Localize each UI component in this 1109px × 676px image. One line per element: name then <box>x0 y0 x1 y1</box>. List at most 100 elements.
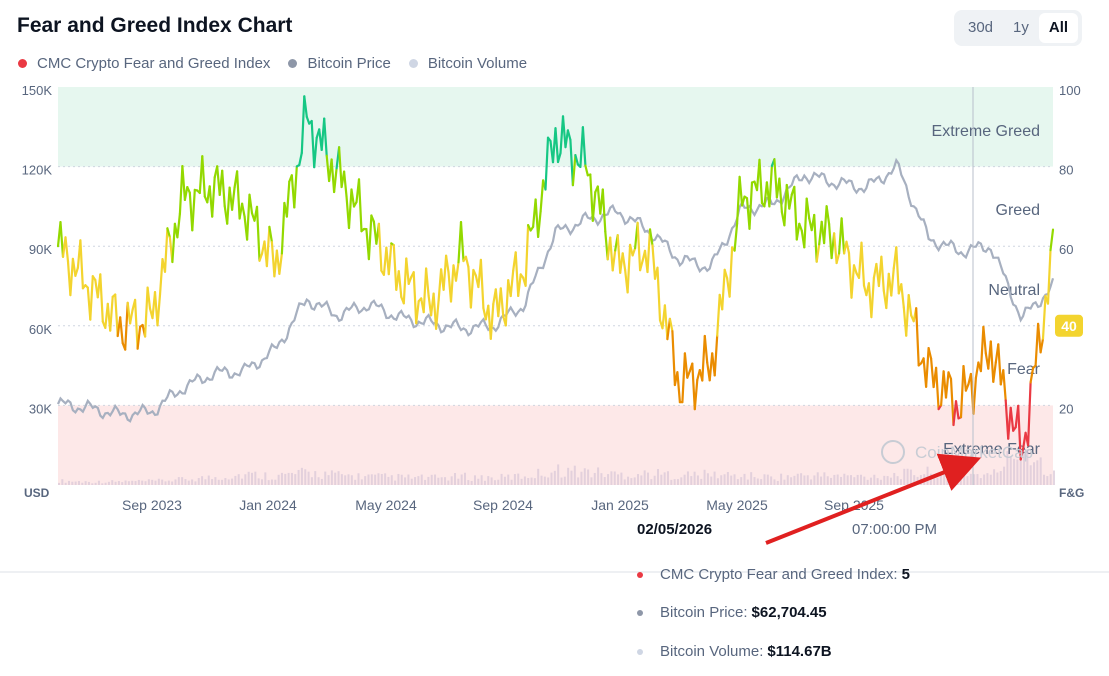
volume-bar <box>460 474 463 485</box>
volume-bar <box>267 480 270 485</box>
volume-bar <box>703 469 706 485</box>
fear-greed-segment <box>464 255 470 269</box>
volume-bar <box>996 472 999 485</box>
volume-bar <box>161 479 164 485</box>
volume-bar <box>121 482 124 485</box>
fear-greed-segment <box>248 193 254 215</box>
fear-greed-segment <box>265 225 271 268</box>
volume-bar <box>527 478 530 485</box>
fear-greed-segment <box>601 188 607 233</box>
volume-bar <box>1013 458 1016 485</box>
volume-bar <box>107 481 110 485</box>
range-1y-button[interactable]: 1y <box>1013 19 1029 36</box>
fear-greed-segment <box>313 136 318 169</box>
fear-greed-segment <box>964 383 970 392</box>
volume-bar <box>830 477 833 485</box>
volume-bar <box>297 469 300 485</box>
fear-greed-segment <box>509 269 515 298</box>
left-tick-label: 90K <box>29 242 52 257</box>
volume-bar <box>490 477 493 485</box>
x-tick-label: Jan 2024 <box>239 497 297 513</box>
fear-greed-segment <box>693 378 699 411</box>
volume-bar <box>197 478 200 485</box>
fear-greed-segment <box>415 300 420 325</box>
volume-bar <box>234 475 237 485</box>
volume-bar <box>573 465 576 485</box>
fear-greed-segment <box>367 214 373 261</box>
fear-greed-segment <box>114 293 119 338</box>
fear-greed-segment <box>343 170 348 198</box>
fear-greed-segment <box>783 183 788 227</box>
fear-greed-segment <box>176 212 181 239</box>
fear-greed-segment <box>581 126 587 167</box>
fear-greed-segment <box>832 232 838 265</box>
volume-bar <box>244 474 247 485</box>
range-all-button[interactable]: All <box>1038 13 1079 43</box>
volume-bar <box>796 473 799 485</box>
volume-bar <box>350 475 353 485</box>
legend-item-fear-greed[interactable]: CMC Crypto Fear and Greed Index <box>18 55 270 72</box>
volume-bar <box>400 474 403 485</box>
fear-greed-chart[interactable]: 150K 120K 90K 60K 30K 100 80 60 40 20 USD F&G Sep 20… <box>0 0 1109 520</box>
volume-bar <box>750 472 753 485</box>
range-30d-button[interactable]: 30d <box>968 19 994 36</box>
fear-greed-segment <box>323 117 328 157</box>
fear-greed-segment <box>591 191 597 222</box>
volume-bar <box>663 472 666 485</box>
fear-greed-segment <box>825 205 831 226</box>
legend-label-fear-greed: CMC Crypto Fear and Greed Index <box>37 55 271 72</box>
volume-bar <box>983 474 986 485</box>
volume-bar <box>454 472 457 485</box>
volume-bar <box>1053 470 1055 485</box>
volume-bar <box>620 472 623 485</box>
fear-greed-segment <box>357 178 363 233</box>
volume-bar <box>863 476 866 485</box>
volume-bar <box>314 471 317 485</box>
fear-greed-segment <box>285 180 291 218</box>
fear-greed-segment <box>982 325 987 355</box>
volume-bar <box>690 476 693 485</box>
fear-greed-segment <box>221 169 226 208</box>
volume-bar <box>147 479 150 485</box>
fear-greed-segment <box>773 158 779 199</box>
fear-greed-segment <box>201 155 206 198</box>
volume-bar <box>853 477 856 485</box>
volume-bar <box>1039 457 1042 485</box>
chart-tooltip: 02/05/2026 07:00:00 PM CMC Crypto Fear a… <box>0 513 1109 676</box>
volume-bar <box>686 471 689 485</box>
fear-greed-segment <box>723 268 729 280</box>
fear-greed-segment <box>778 177 784 214</box>
volume-bar <box>913 475 916 485</box>
volume-bar <box>260 479 263 485</box>
legend-item-bitcoin-price[interactable]: Bitcoin Price <box>288 55 391 72</box>
fear-greed-segment <box>845 240 851 255</box>
volume-bar <box>500 473 503 485</box>
volume-bar <box>613 471 616 485</box>
volume-bar <box>683 474 686 485</box>
volume-bar <box>760 479 763 485</box>
fear-greed-segment <box>191 188 196 232</box>
legend-dot-fear-greed <box>18 59 27 68</box>
fear-greed-segment <box>268 225 273 244</box>
fear-greed-segment <box>392 244 398 291</box>
fear-greed-segment <box>924 347 930 388</box>
volume-bar <box>740 477 743 485</box>
volume-bar <box>510 479 513 485</box>
volume-bar <box>656 469 659 485</box>
volume-bar <box>304 469 307 485</box>
fear-greed-segment <box>989 340 995 383</box>
legend-item-bitcoin-volume[interactable]: Bitcoin Volume <box>408 55 527 72</box>
volume-bar <box>903 468 906 485</box>
fear-greed-segment <box>949 377 955 427</box>
fear-greed-segment <box>703 334 709 364</box>
volume-bar <box>866 479 869 485</box>
volume-bar <box>181 477 184 485</box>
volume-bar <box>523 476 526 485</box>
fear-greed-segment <box>181 165 186 201</box>
volume-bar <box>437 477 440 485</box>
volume-bar <box>221 479 224 485</box>
volume-bar <box>993 469 996 485</box>
volume-bar <box>104 482 107 485</box>
fear-greed-segment <box>397 270 403 299</box>
current-value-label: 40 <box>1061 318 1077 334</box>
